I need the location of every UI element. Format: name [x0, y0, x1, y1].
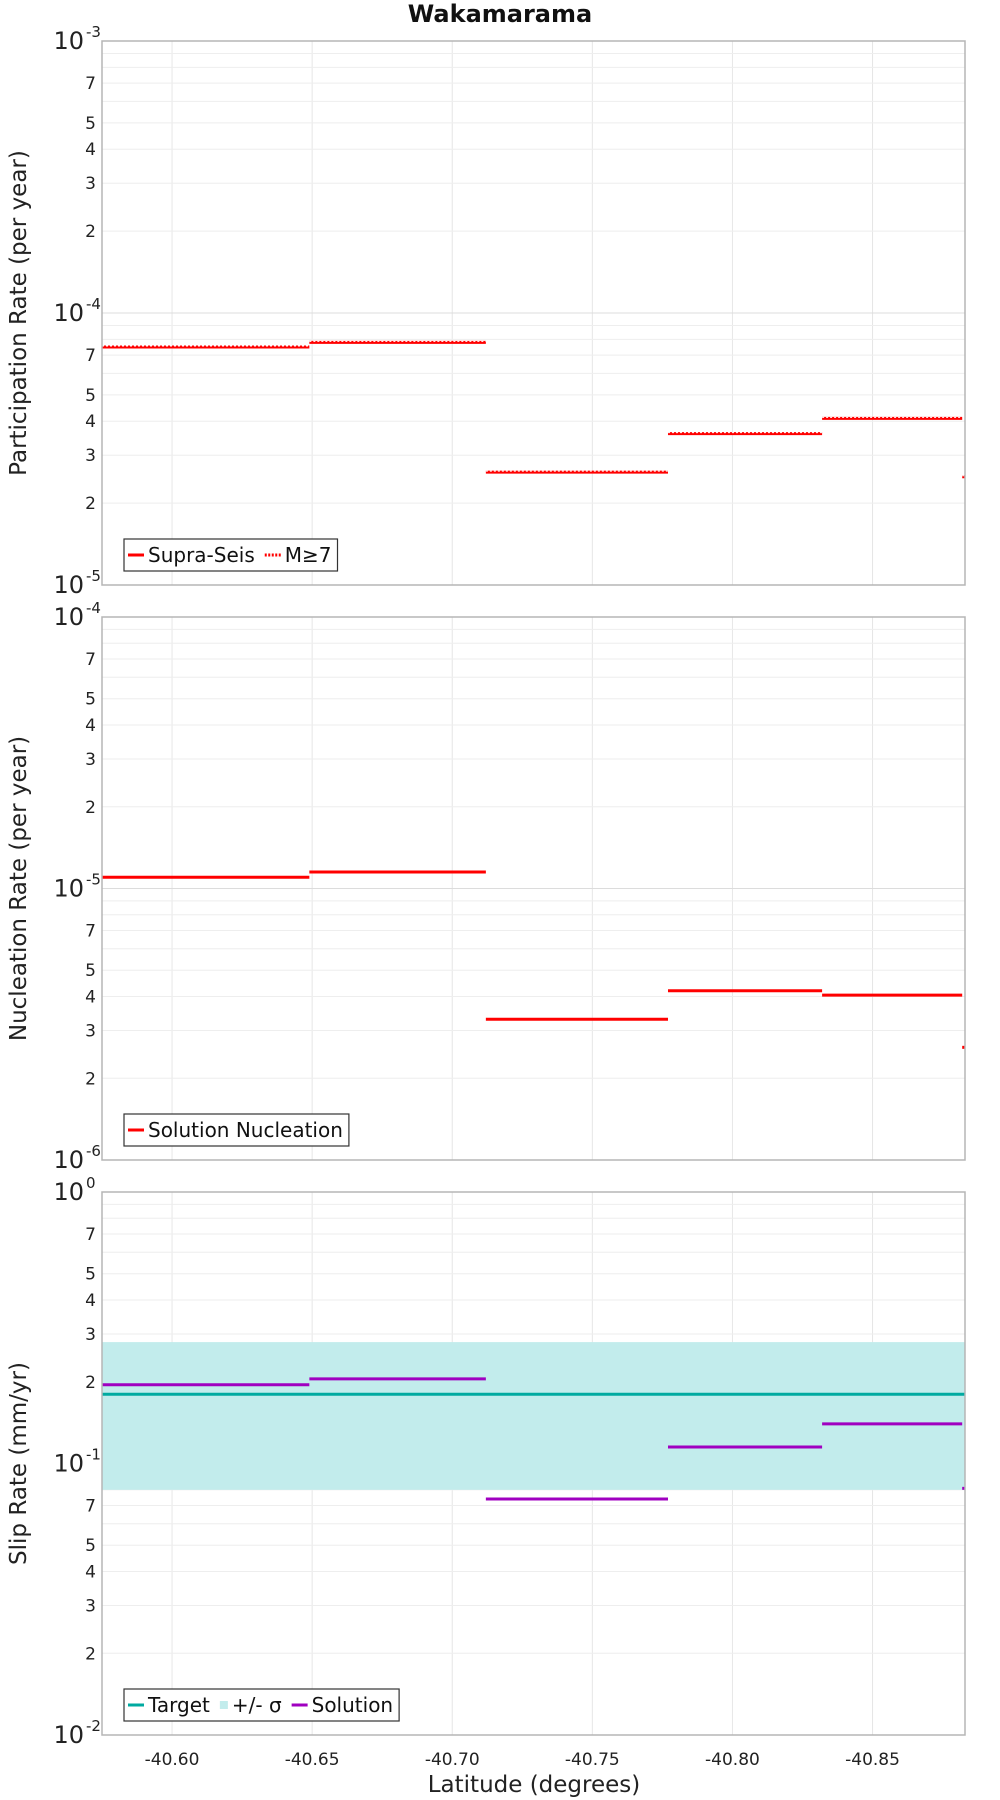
- y-tick-label: 4: [85, 988, 96, 1008]
- y-tick-label: 10: [53, 299, 84, 327]
- y-tick-label: 3: [85, 750, 96, 770]
- y-tick-label: 2: [85, 1069, 96, 1089]
- x-tick-label: -40.65: [285, 1750, 340, 1770]
- legend-label: Target: [147, 1693, 210, 1717]
- y-tick-label: 2: [85, 222, 96, 242]
- y-tick-label: 10: [53, 1450, 84, 1478]
- y-tick-exponent: -3: [86, 23, 101, 41]
- y-tick-label: 7: [85, 1225, 96, 1245]
- x-tick-label: -40.70: [425, 1750, 480, 1770]
- y-tick-label: 3: [85, 174, 96, 194]
- y-axis-label: Participation Rate (per year): [6, 150, 32, 476]
- y-tick-exponent: -5: [86, 567, 101, 585]
- y-tick-exponent: -4: [86, 295, 101, 313]
- y-tick-label: 2: [85, 798, 96, 818]
- y-tick-label: 2: [85, 494, 96, 514]
- y-tick-label: 10: [53, 1178, 84, 1206]
- legend-label: Supra-Seis: [148, 543, 255, 567]
- y-tick-label: 4: [85, 1563, 96, 1583]
- legend-label: +/- σ: [232, 1693, 282, 1717]
- legend-label: Solution: [312, 1693, 393, 1717]
- legend-swatch: [219, 1701, 228, 1709]
- y-tick-label: 7: [85, 922, 96, 942]
- y-tick-label: 7: [85, 346, 96, 366]
- y-tick-label: 5: [85, 1536, 96, 1556]
- y-tick-label: 10: [53, 1721, 84, 1749]
- legend-label: M≥7: [285, 543, 332, 567]
- legend-frame: [123, 1688, 400, 1722]
- y-tick-label: 3: [85, 446, 96, 466]
- y-axis-label: Nucleation Rate (per year): [6, 736, 32, 1041]
- plot-frame: [101, 1191, 966, 1736]
- y-tick-label: 2: [85, 1644, 96, 1664]
- y-tick-label: 5: [85, 1265, 96, 1285]
- y-tick-label: 7: [85, 74, 96, 94]
- legend-frame: [123, 538, 339, 572]
- chart-title: Wakamarama: [408, 0, 592, 28]
- y-tick-label: 4: [85, 412, 96, 432]
- y-tick-label: 5: [85, 386, 96, 406]
- y-tick-label: 5: [85, 961, 96, 981]
- legend: Target +/- σ Solution: [123, 1688, 400, 1722]
- y-tick-exponent: -1: [86, 1446, 101, 1464]
- y-tick-label: 3: [85, 1021, 96, 1041]
- y-tick-label: 4: [85, 716, 96, 736]
- y-tick-label: 4: [85, 1291, 96, 1311]
- y-tick-label: 7: [85, 1497, 96, 1517]
- y-tick-label: 5: [85, 690, 96, 710]
- y-axis-label: Slip Rate (mm/yr): [6, 1362, 32, 1565]
- y-tick-label: 3: [85, 1325, 96, 1345]
- x-tick-label: -40.85: [845, 1750, 900, 1770]
- x-axis-label: Latitude (degrees): [428, 1772, 641, 1798]
- x-tick-label: -40.75: [565, 1750, 620, 1770]
- y-tick-exponent: -6: [86, 1142, 101, 1160]
- y-tick-exponent: -4: [86, 599, 101, 617]
- y-tick-label: 4: [85, 140, 96, 160]
- y-tick-exponent: 0: [86, 1174, 96, 1192]
- legend-frame: [123, 1113, 350, 1147]
- y-tick-label: 10: [53, 875, 84, 903]
- y-tick-label: 10: [53, 603, 84, 631]
- sigma-band: [102, 1342, 965, 1490]
- plot-frame: [101, 40, 966, 586]
- plot-frame: [101, 616, 966, 1161]
- x-tick-label: -40.80: [705, 1750, 760, 1770]
- y-tick-label: 10: [53, 571, 84, 599]
- y-tick-label: 7: [85, 650, 96, 670]
- x-tick-label: -40.60: [145, 1750, 200, 1770]
- y-tick-exponent: -2: [86, 1717, 101, 1735]
- y-tick-label: 10: [53, 27, 84, 55]
- y-tick-label: 5: [85, 114, 96, 134]
- y-tick-exponent: -5: [86, 871, 101, 889]
- legend: Supra-Seis M≥7: [123, 538, 339, 572]
- y-tick-label: 3: [85, 1596, 96, 1616]
- y-tick-label: 10: [53, 1146, 84, 1174]
- legend: Solution Nucleation: [123, 1113, 350, 1147]
- y-tick-label: 2: [85, 1373, 96, 1393]
- legend-label: Solution Nucleation: [148, 1118, 343, 1142]
